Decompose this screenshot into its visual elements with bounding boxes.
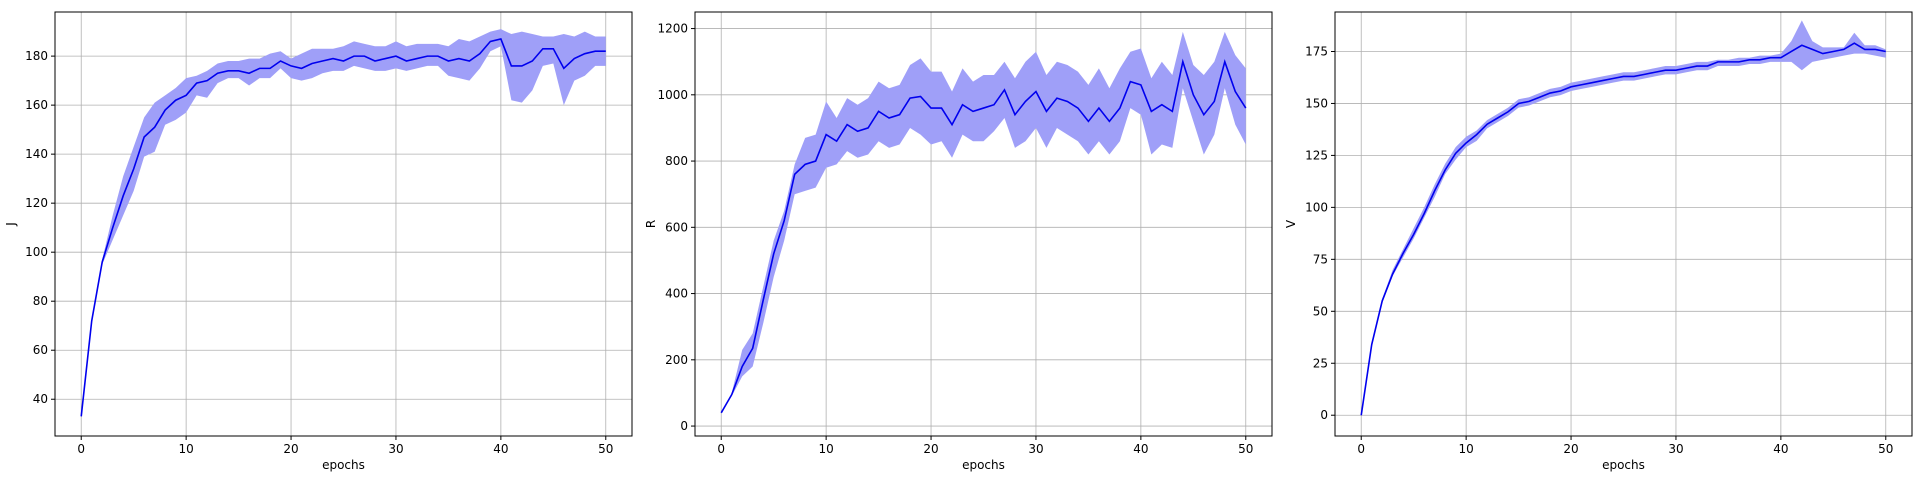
x-tick-label: 40 bbox=[1773, 442, 1788, 456]
axes-frame bbox=[1334, 11, 1913, 437]
chart-panel-2: 0 10 20 30 40 50 0 25 50 75 100 125 150 175 epochs V bbox=[1284, 11, 1913, 472]
y-tick-label: 200 bbox=[665, 353, 688, 367]
chart-panel-0: 0 10 20 30 40 50 40 60 80 100 120 140 160 180 epochs J bbox=[4, 11, 633, 472]
x-tick-label: 30 bbox=[1028, 442, 1043, 456]
x-tick-label: 20 bbox=[923, 442, 938, 456]
x-tick-label: 30 bbox=[388, 442, 403, 456]
y-tick-label: 80 bbox=[33, 294, 48, 308]
axes-frame bbox=[54, 11, 633, 437]
x-tick-label: 10 bbox=[178, 442, 193, 456]
x-tick-label: 40 bbox=[1133, 442, 1148, 456]
x-tick-label: 0 bbox=[1357, 442, 1365, 456]
x-axis-label: epochs bbox=[322, 458, 365, 472]
y-tick-label: 600 bbox=[665, 220, 688, 234]
y-tick-label: 400 bbox=[665, 287, 688, 301]
y-tick-label: 75 bbox=[1313, 252, 1328, 266]
y-tick-label: 180 bbox=[25, 49, 48, 63]
y-tick-label: 25 bbox=[1313, 356, 1328, 370]
y-tick-label: 140 bbox=[25, 147, 48, 161]
x-tick-label: 20 bbox=[1563, 442, 1578, 456]
chart-panel-1: 0 10 20 30 40 50 0 200 400 600 800 1000 1200 epochs R bbox=[644, 11, 1273, 472]
x-tick-label: 50 bbox=[1238, 442, 1253, 456]
y-tick-label: 150 bbox=[1305, 96, 1328, 110]
x-tick-label: 20 bbox=[283, 442, 298, 456]
x-tick-label: 50 bbox=[1878, 442, 1893, 456]
y-tick-label: 100 bbox=[25, 245, 48, 259]
y-tick-label: 175 bbox=[1305, 44, 1328, 58]
confidence-band bbox=[1361, 20, 1886, 416]
y-tick-label: 160 bbox=[25, 98, 48, 112]
y-tick-label: 60 bbox=[33, 343, 48, 357]
x-tick-label: 0 bbox=[77, 442, 85, 456]
x-tick-label: 0 bbox=[717, 442, 725, 456]
axes-frame bbox=[694, 11, 1273, 437]
mean-line bbox=[1360, 42, 1886, 416]
x-tick-label: 30 bbox=[1668, 442, 1683, 456]
x-axis-label: epochs bbox=[962, 458, 1005, 472]
mean-line bbox=[80, 38, 606, 417]
y-axis-label: J bbox=[4, 222, 18, 227]
y-tick-label: 800 bbox=[665, 154, 688, 168]
confidence-band bbox=[721, 31, 1246, 413]
y-axis-label: R bbox=[644, 220, 658, 228]
x-axis-label: epochs bbox=[1602, 458, 1645, 472]
y-tick-label: 120 bbox=[25, 196, 48, 210]
y-tick-label: 0 bbox=[680, 419, 688, 433]
y-tick-label: 1000 bbox=[657, 88, 688, 102]
y-tick-label: 40 bbox=[33, 392, 48, 406]
y-axis-label: V bbox=[1284, 219, 1298, 228]
y-tick-label: 0 bbox=[1320, 408, 1328, 422]
y-tick-label: 125 bbox=[1305, 148, 1328, 162]
mean-line bbox=[720, 58, 1247, 414]
x-tick-label: 10 bbox=[818, 442, 833, 456]
confidence-band bbox=[81, 29, 606, 417]
y-tick-label: 50 bbox=[1313, 304, 1328, 318]
x-tick-label: 10 bbox=[1458, 442, 1473, 456]
x-tick-label: 40 bbox=[493, 442, 508, 456]
y-tick-label: 1200 bbox=[657, 22, 688, 36]
y-tick-label: 100 bbox=[1305, 200, 1328, 214]
x-tick-label: 50 bbox=[598, 442, 613, 456]
